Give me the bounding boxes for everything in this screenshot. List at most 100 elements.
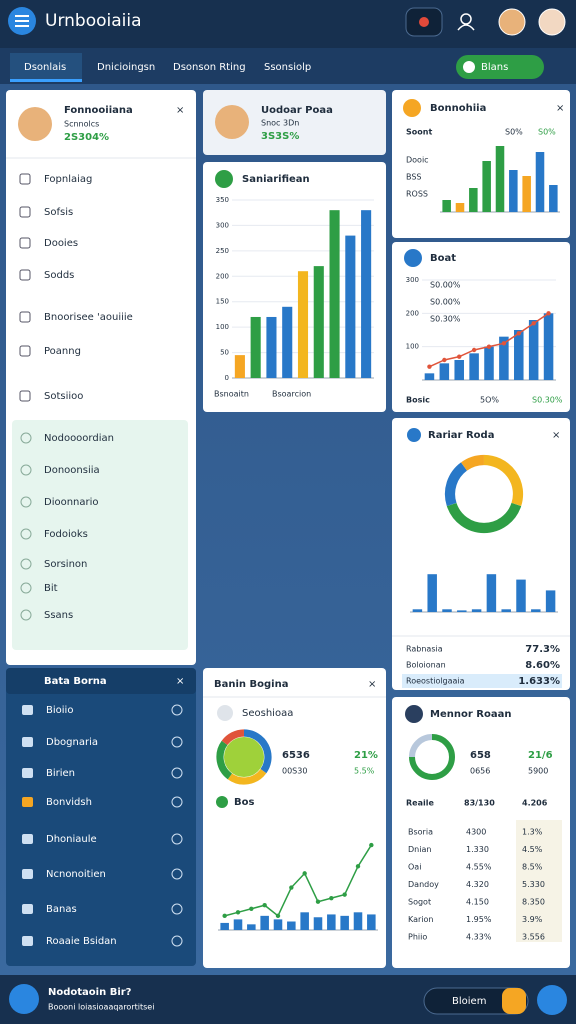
help-button[interactable] (537, 985, 567, 1015)
table-cell: Dandoy (408, 880, 439, 889)
line-point (546, 311, 551, 316)
profile-subtitle: Snoc 3Dn (261, 119, 299, 128)
tab[interactable]: Dnicioingsn (97, 62, 155, 73)
menu-item[interactable]: Sofsis (44, 207, 73, 218)
submenu-icon (20, 464, 32, 476)
menu-item[interactable]: Sodds (44, 270, 74, 281)
menu-item[interactable]: Fopnlaiag (44, 174, 92, 185)
bar (234, 355, 245, 378)
bar (353, 912, 363, 930)
line-point (275, 913, 281, 919)
panel-item[interactable]: Banas (46, 904, 77, 915)
card-icon (407, 428, 421, 442)
submenu-icon (20, 432, 32, 444)
radar-card (392, 418, 570, 690)
footer-button[interactable] (423, 987, 529, 1015)
panel-item[interactable]: Bioiio (46, 705, 73, 716)
y-tick-label: 300 (406, 276, 419, 284)
active-tab[interactable] (10, 53, 82, 81)
close[interactable]: × (552, 430, 560, 441)
item-toggle[interactable] (171, 833, 183, 845)
y-tick-label: 300 (216, 221, 229, 229)
table-cell: Dnian (408, 845, 431, 854)
card-footer: Bsnoaitn (214, 390, 249, 399)
close[interactable]: × (176, 676, 184, 687)
section-title: Bos (234, 797, 254, 808)
stat: 5900 (528, 767, 548, 776)
bar (549, 185, 558, 212)
submenu-item[interactable]: Nodoooordian (44, 433, 114, 444)
menu-icon (19, 173, 31, 185)
panel-item[interactable]: Birien (46, 768, 75, 779)
panel-item[interactable]: Dhoniaule (46, 834, 97, 845)
y-tick-label: 50 (220, 349, 229, 357)
action-button[interactable] (456, 55, 544, 79)
bar (273, 919, 283, 930)
bar (501, 609, 511, 612)
bar (412, 609, 423, 612)
close[interactable]: × (176, 105, 184, 116)
item-icon (22, 936, 33, 946)
panel-item[interactable]: Dbognaria (46, 737, 98, 748)
card-title: Mennor Roaan (430, 709, 511, 720)
bar (509, 170, 518, 212)
bar (439, 363, 450, 380)
bar (486, 574, 497, 612)
item-icon (22, 768, 33, 778)
bar (545, 590, 556, 612)
item-toggle[interactable] (171, 903, 183, 915)
menu-item[interactable]: Sotsiioo (44, 391, 83, 402)
row-highlight (402, 674, 562, 688)
submenu-item[interactable]: Bit (44, 583, 58, 594)
line-point (342, 892, 347, 897)
table: Rabnasia 77.3% Boloionan 8.60% Roeostiolgaai… (406, 644, 560, 687)
item-toggle[interactable] (171, 868, 183, 880)
tab[interactable]: Dsonlais (24, 62, 66, 73)
avatar[interactable] (498, 8, 526, 36)
close[interactable]: × (556, 103, 564, 114)
bar (266, 316, 277, 378)
menu-icon (19, 345, 31, 357)
stat: 0656 (470, 767, 490, 776)
bar (361, 210, 372, 378)
y-tick-label: 100 (406, 343, 419, 351)
panel-title: Bata Borna (44, 676, 107, 687)
y-tick-label: 350 (216, 196, 229, 204)
panel-item[interactable]: Roaaie Bsidan (46, 936, 117, 947)
menu-item[interactable]: Poanng (44, 346, 81, 357)
item-icon (22, 904, 33, 914)
submenu-item[interactable]: Fodoioks (44, 529, 88, 540)
item-toggle[interactable] (171, 736, 183, 748)
user-icon[interactable] (460, 13, 472, 25)
row-label: Dooic (406, 156, 429, 165)
card-title: Bonnohiia (430, 103, 486, 114)
bar (329, 210, 340, 378)
tab[interactable]: Dsonson Rting (173, 62, 246, 73)
submenu-item[interactable]: Ssans (44, 610, 73, 621)
stat: 00S30 (282, 767, 307, 776)
row-label: BSS (406, 173, 422, 182)
line-point (369, 842, 374, 848)
submenu-item[interactable]: Sorsinon (44, 559, 87, 570)
item-toggle[interactable] (171, 704, 183, 716)
menu: Fopnlaiag Sofsis Dooies Sodds Bnoorisee 'aou… (19, 173, 133, 402)
item-toggle[interactable] (171, 767, 183, 779)
bar (424, 373, 435, 380)
submenu-icon (20, 582, 32, 594)
close[interactable]: × (368, 679, 376, 690)
bar (522, 176, 531, 212)
submenu-item[interactable]: Dioonnario (44, 497, 99, 508)
item-toggle[interactable] (171, 935, 183, 947)
row-label: ROSS (406, 190, 428, 199)
card-footer: Bsoarcion (272, 390, 311, 399)
panel-item[interactable]: Ncnonoitien (46, 869, 106, 880)
avatar[interactable] (538, 8, 566, 36)
panel-item[interactable]: Bonvidsh (46, 797, 92, 808)
item-toggle[interactable] (171, 796, 183, 808)
top-bar (0, 0, 576, 48)
tab[interactable]: Ssonsiolp (264, 62, 311, 73)
bar (260, 915, 269, 930)
submenu-item[interactable]: Donoonsiia (44, 465, 100, 476)
menu-item[interactable]: Bnoorisee 'aouiiie (44, 312, 133, 323)
menu-item[interactable]: Dooies (44, 238, 78, 249)
